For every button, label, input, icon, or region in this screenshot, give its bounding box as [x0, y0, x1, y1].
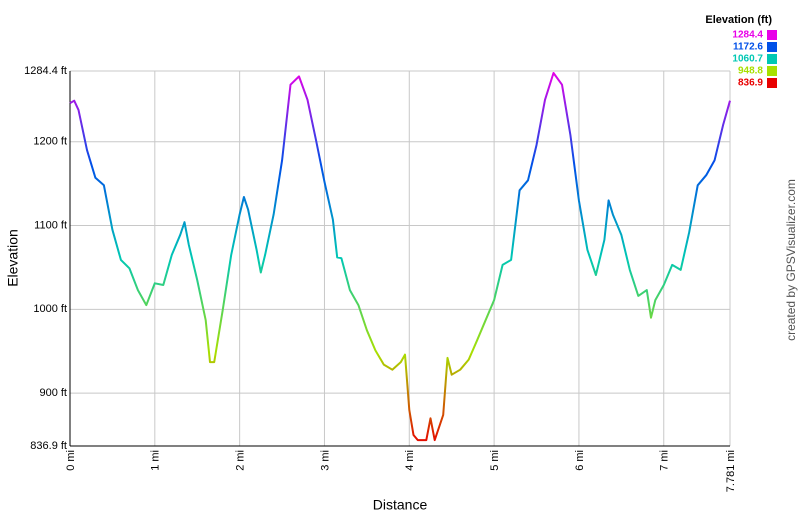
y-tick-label: 1200 ft — [33, 136, 67, 148]
elevation-line — [69, 72, 731, 442]
x-tick-label: 1 mi — [150, 450, 162, 471]
x-tick-label: 7 mi — [659, 450, 671, 471]
watermark: created by GPSVisualizer.com — [784, 179, 798, 341]
x-tick-label: 6 mi — [574, 450, 586, 471]
x-tick-label: 0 mi — [65, 450, 77, 471]
legend-swatch — [767, 30, 777, 40]
legend-label: 1060.7 — [732, 54, 763, 65]
x-axis-label: Distance — [373, 497, 428, 513]
x-tick-label: 2 mi — [235, 450, 247, 471]
legend-swatch — [767, 66, 777, 76]
x-tick-label: 5 mi — [489, 450, 501, 471]
legend-title: Elevation (ft) — [705, 14, 772, 26]
y-tick-label: 1100 ft — [34, 219, 67, 231]
legend-swatch — [767, 78, 777, 88]
legend-label: 1172.6 — [733, 42, 763, 53]
legend-swatch — [767, 42, 777, 52]
legend-label: 948.8 — [738, 66, 763, 77]
legend-label: 1284.4 — [732, 30, 763, 41]
y-tick-label: 836.9 ft — [30, 440, 67, 452]
y-tick-label: 900 ft — [39, 387, 67, 399]
x-tick-label: 4 mi — [404, 450, 416, 471]
legend-swatch — [767, 54, 777, 64]
y-tick-label: 1284.4 ft — [24, 65, 67, 77]
x-tick-label: 3 mi — [319, 450, 331, 471]
y-tick-label: 1000 ft — [33, 303, 67, 315]
legend-label: 836.9 — [738, 78, 763, 89]
y-axis-label: Elevation — [5, 229, 21, 287]
x-tick-label: 7.781 mi — [725, 450, 737, 492]
